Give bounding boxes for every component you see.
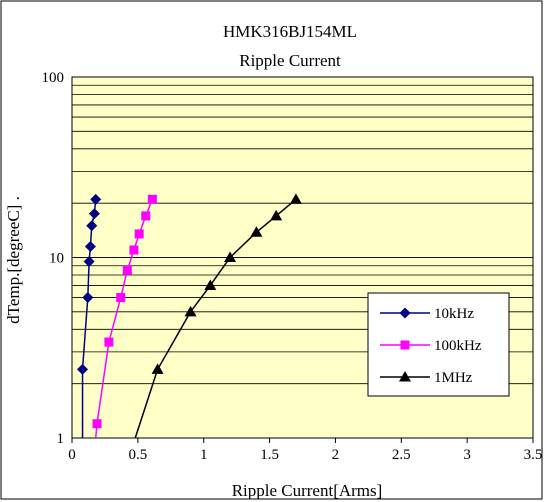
data-point-1mhz xyxy=(289,193,302,204)
x-tick-label: 0.5 xyxy=(128,447,147,463)
data-point-10khz xyxy=(77,363,89,375)
data-point-10khz xyxy=(90,193,102,205)
y-axis-ticks: 1 10 100 xyxy=(42,70,65,447)
data-point-1mhz xyxy=(184,305,197,317)
data-point-1mhz xyxy=(250,226,263,237)
x-tick-label: 1.5 xyxy=(260,447,279,463)
legend-marker-100khz xyxy=(400,340,410,350)
data-point-100khz xyxy=(116,293,126,303)
data-point-100khz xyxy=(134,229,144,239)
data-point-10khz xyxy=(86,220,98,232)
series-layer xyxy=(77,193,302,439)
legend-marker-10khz xyxy=(399,307,411,319)
y-tick-label: 100 xyxy=(42,70,65,86)
data-point-10khz xyxy=(88,208,100,220)
data-point-10khz xyxy=(83,256,95,268)
x-axis-label: Ripple Current[Arms] xyxy=(232,481,383,500)
data-point-100khz xyxy=(104,337,114,347)
data-point-10khz xyxy=(84,241,96,253)
x-tick-label: 0 xyxy=(68,447,76,463)
chart-subtitle: Ripple Current xyxy=(239,51,341,70)
y-tick-label: 1 xyxy=(57,431,65,447)
data-point-1mhz xyxy=(224,251,237,262)
data-point-100khz xyxy=(129,245,139,255)
x-tick-label: 2.5 xyxy=(392,447,411,463)
data-point-100khz xyxy=(92,419,102,429)
x-axis-ticks: 0 0.5 1 1.5 2 2.5 3 3.5 xyxy=(68,438,542,463)
series-1mhz xyxy=(134,193,302,439)
data-point-100khz xyxy=(141,211,151,221)
data-point-1mhz xyxy=(204,279,217,290)
y-tick-label: 10 xyxy=(49,251,64,267)
data-point-1mhz xyxy=(270,209,283,221)
x-tick-label: 2 xyxy=(332,447,340,463)
x-tick-label: 3.5 xyxy=(524,447,543,463)
legend-marker-1mhz xyxy=(399,371,411,382)
legend-label-100khz: 100kHz xyxy=(434,338,482,354)
legend: 10kHz 100kHz 1MHz xyxy=(367,292,510,397)
legend-label-1mhz: 1MHz xyxy=(434,370,473,386)
legend-label-10khz: 10kHz xyxy=(434,306,474,322)
series-100khz xyxy=(92,194,157,439)
chart-title: HMK316BJ154ML xyxy=(223,22,357,41)
data-point-100khz xyxy=(147,194,157,204)
data-point-1mhz xyxy=(151,363,164,374)
y-axis-label: dTemp.[degreeC] . xyxy=(4,196,23,324)
series-10khz xyxy=(77,193,102,438)
x-tick-label: 3 xyxy=(463,447,471,463)
data-point-100khz xyxy=(122,265,132,275)
data-point-10khz xyxy=(82,292,94,304)
x-tick-label: 1 xyxy=(200,447,208,463)
